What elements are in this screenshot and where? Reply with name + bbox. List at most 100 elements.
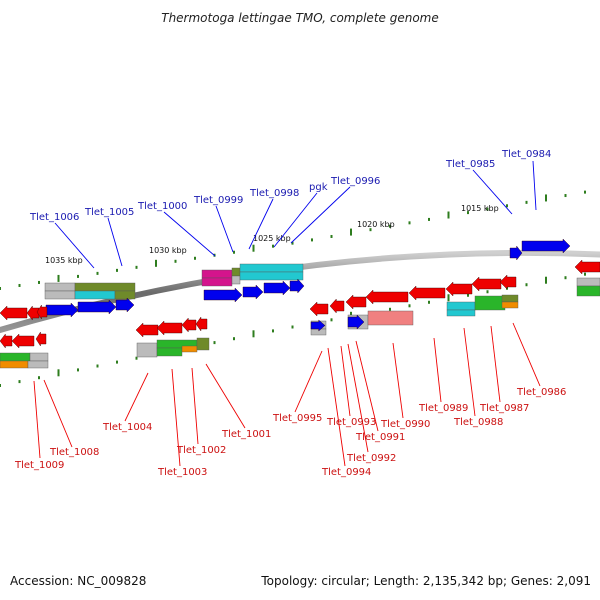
annotation-bar <box>74 282 136 292</box>
scale-dot <box>389 307 391 311</box>
scale-dot <box>408 221 411 225</box>
scale-dot <box>77 368 79 372</box>
forward-gene-arrow <box>310 319 326 332</box>
gene-label-tlet-0998[interactable]: Tlet_0998 <box>249 188 299 199</box>
scale-dot <box>57 274 60 282</box>
gene-label-tlet-1009[interactable]: Tlet_1009 <box>14 460 64 471</box>
scale-dot <box>155 259 157 267</box>
scale-dot <box>311 238 313 242</box>
leader-line <box>171 368 181 467</box>
reverse-gene-arrow <box>35 331 47 347</box>
scale-label-1020: 1020 kbp <box>357 220 395 229</box>
scale-dot <box>0 384 1 387</box>
annotation-bar <box>239 271 304 281</box>
leader-line <box>355 340 379 432</box>
gene-label-tlet-0989[interactable]: Tlet_0989 <box>418 403 468 414</box>
forward-gene-arrow <box>521 238 571 254</box>
scale-dot <box>194 256 196 260</box>
gene-label-tlet-0996[interactable]: Tlet_0996 <box>330 176 380 187</box>
gene-label-tlet-1006[interactable]: Tlet_1006 <box>29 212 79 223</box>
leader-line <box>463 327 476 417</box>
scale-dot <box>38 376 40 380</box>
gene-label-tlet-0991[interactable]: Tlet_0991 <box>355 432 405 443</box>
annotation-bar <box>474 295 506 311</box>
gene-label-tlet-1002[interactable]: Tlet_1002 <box>176 445 226 456</box>
scale-dot <box>486 207 489 211</box>
scale-dot <box>116 360 118 364</box>
annotation-bar <box>446 309 476 317</box>
scale-dot <box>38 280 40 284</box>
annotation-bar <box>181 345 198 353</box>
gene-label-tlet-0990[interactable]: Tlet_0990 <box>380 419 430 430</box>
gene-label-tlet-0984[interactable]: Tlet_0984 <box>501 149 551 160</box>
scale-dot <box>350 228 352 236</box>
scale-label-1015: 1015 kbp <box>461 204 499 213</box>
reverse-gene-arrow <box>445 281 473 297</box>
scale-dot <box>564 276 567 280</box>
leader-line <box>124 372 149 422</box>
annotation-bar <box>0 352 31 362</box>
scale-dot <box>116 268 118 272</box>
scale-dot <box>447 294 450 302</box>
scale-dot <box>252 244 255 252</box>
scale-dot <box>428 217 430 221</box>
gene-label-tlet-0993[interactable]: Tlet_0993 <box>326 417 376 428</box>
reverse-gene-arrow <box>181 317 197 333</box>
scale-dot <box>525 200 528 204</box>
gene-label-tlet-0992[interactable]: Tlet_0992 <box>346 453 396 464</box>
scale-dot <box>135 356 138 360</box>
annotation-bar <box>114 290 136 300</box>
scale-dot <box>389 224 391 228</box>
accession-text: Accession: NC_009828 <box>10 574 146 588</box>
gene-label-tlet-0999[interactable]: Tlet_0999 <box>193 195 243 206</box>
leader-line <box>163 211 216 257</box>
leader-line <box>532 160 537 211</box>
scale-dot <box>467 211 469 215</box>
leader-line <box>472 169 513 215</box>
annotation-bar <box>446 301 476 311</box>
gene-label-tlet-0987[interactable]: Tlet_0987 <box>479 403 529 414</box>
scale-dot <box>272 244 274 248</box>
scale-dot <box>545 276 547 284</box>
gene-label-tlet-0986[interactable]: Tlet_0986 <box>516 387 566 398</box>
reverse-gene-arrow <box>156 320 183 336</box>
annotation-bar <box>501 301 519 309</box>
gene-label-tlet-0994[interactable]: Tlet_0994 <box>321 467 371 478</box>
scale-dot <box>135 265 138 269</box>
leader-line <box>294 350 323 413</box>
forward-gene-arrow <box>45 302 79 318</box>
forward-gene-arrow <box>263 280 291 296</box>
scale-dot <box>57 369 60 377</box>
scale-dot <box>467 293 469 297</box>
leader-line <box>490 325 501 403</box>
forward-labels: Tlet_1006 Tlet_1005 Tlet_1000 Tlet_0999 … <box>29 149 551 223</box>
scale-dot <box>233 337 235 341</box>
scale-dot <box>77 274 79 278</box>
annotation-bar <box>201 269 233 279</box>
gene-label-tlet-0985[interactable]: Tlet_0985 <box>445 159 495 170</box>
annotation-bar <box>576 277 600 287</box>
leader-line <box>107 217 123 267</box>
reverse-gene-arrow <box>345 294 367 310</box>
leader-line <box>290 186 351 244</box>
annotation-track <box>0 263 600 369</box>
gene-label-tlet-1008[interactable]: Tlet_1008 <box>49 447 99 458</box>
leader-line <box>340 345 351 417</box>
reverse-gene-arrow <box>329 298 345 314</box>
leader-line <box>191 367 199 445</box>
leader-line <box>43 379 73 448</box>
gene-label-tlet-0995[interactable]: Tlet_0995 <box>272 413 322 424</box>
gene-label-tlet-1001[interactable]: Tlet_1001 <box>221 429 271 440</box>
gene-label-tlet-1000[interactable]: Tlet_1000 <box>137 201 187 212</box>
leader-line <box>433 337 442 403</box>
gene-label-pgk[interactable]: pgk <box>309 182 328 193</box>
annotation-bar <box>136 342 158 358</box>
forward-gene-arrow <box>115 297 135 313</box>
gene-label-tlet-1004[interactable]: Tlet_1004 <box>102 422 152 433</box>
gene-label-tlet-0988[interactable]: Tlet_0988 <box>453 417 503 428</box>
label-leaders <box>33 160 541 467</box>
gene-label-tlet-1003[interactable]: Tlet_1003 <box>157 467 207 478</box>
annotation-bar <box>231 275 241 285</box>
scale-dot <box>584 190 586 194</box>
gene-label-tlet-1005[interactable]: Tlet_1005 <box>84 207 134 218</box>
